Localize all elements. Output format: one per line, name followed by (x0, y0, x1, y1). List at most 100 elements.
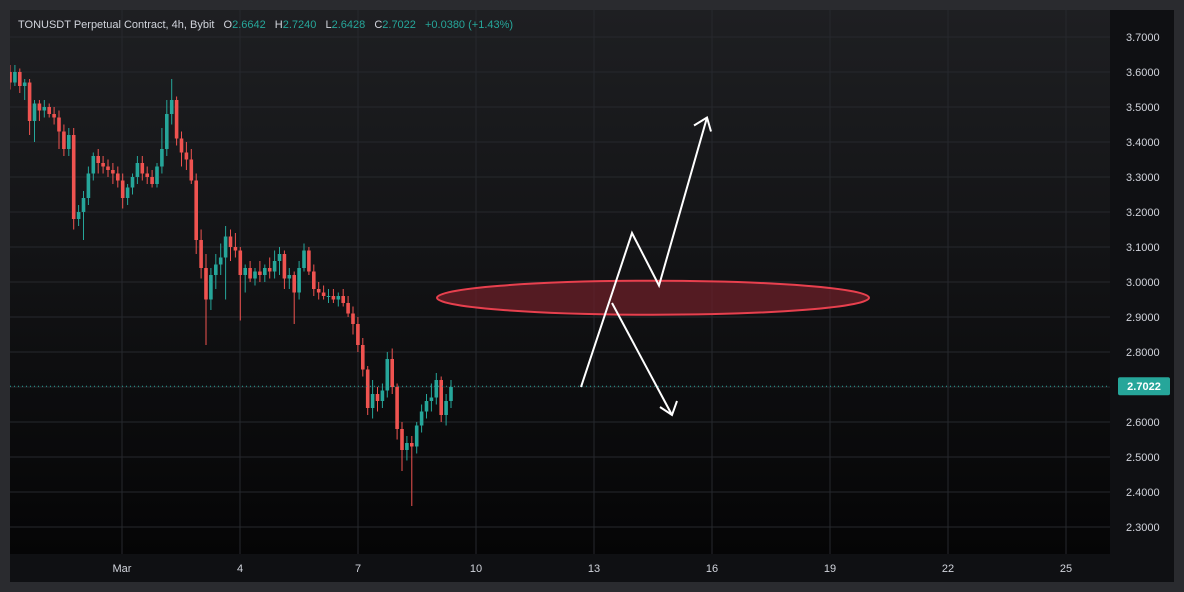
candle-body (326, 296, 331, 297)
time-tick-label: 16 (706, 563, 718, 575)
candle (125, 184, 130, 205)
legend-h-value: 2.7240 (283, 19, 317, 31)
candle (336, 292, 341, 307)
candle-body (410, 443, 414, 447)
candle (410, 436, 414, 506)
candle-body (439, 380, 443, 415)
candle-body (375, 394, 380, 401)
candle (22, 79, 27, 100)
candle-body (277, 254, 282, 261)
candle (390, 348, 394, 394)
legend: TONUSDT Perpetual Contract, 4h, Bybit O2… (18, 19, 513, 31)
candle (253, 268, 257, 286)
bullish-arrowhead (693, 115, 712, 132)
candle (13, 65, 17, 86)
price-tick-label: 3.6000 (1126, 67, 1160, 79)
candle (263, 264, 267, 282)
candle-body (67, 135, 71, 149)
resistance-zone-ellipse (436, 279, 870, 316)
candle-body (405, 443, 409, 450)
candle (150, 170, 154, 188)
candle (346, 296, 350, 317)
candle-body (267, 268, 272, 272)
candle (130, 173, 135, 195)
candle-body (81, 198, 86, 212)
candle (18, 68, 22, 93)
price-tick-label: 3.3000 (1126, 172, 1160, 184)
time-tick-label: Mar (113, 563, 132, 575)
candle (86, 166, 91, 205)
candle-body (10, 72, 12, 83)
candle (81, 191, 86, 240)
candle (37, 100, 42, 121)
candle (380, 383, 385, 408)
candle (209, 268, 213, 310)
time-tick-label: 4 (237, 563, 243, 575)
candle-body (253, 271, 257, 279)
candle (218, 243, 223, 275)
candle-body (150, 177, 154, 184)
candle-body (272, 261, 277, 272)
candle-body (400, 429, 404, 450)
legend-o-value: 2.6642 (232, 19, 266, 31)
candle-body (111, 170, 115, 174)
candle (444, 394, 448, 426)
time-axis-panel[interactable] (10, 554, 1174, 582)
last-price-label: 2.7022 (1127, 381, 1161, 393)
candle (204, 254, 208, 345)
bullish-path-arrow (580, 117, 708, 388)
candle-body (361, 345, 365, 370)
candle (400, 422, 404, 471)
candle-body (184, 152, 189, 160)
candle (165, 100, 169, 156)
candle (429, 383, 434, 412)
candle (272, 250, 277, 279)
candle-body (385, 359, 390, 391)
time-tick-label: 10 (470, 563, 482, 575)
legend-l-value: 2.6428 (332, 19, 366, 31)
candle (228, 229, 233, 261)
candle-body (47, 107, 51, 114)
candle-body (312, 271, 316, 289)
candle (395, 383, 399, 440)
candle (321, 285, 326, 300)
candle-body (395, 387, 399, 429)
drawings[interactable] (436, 115, 870, 417)
candle-body (419, 411, 424, 426)
candle-body (449, 387, 453, 401)
legend-o-label: O (224, 19, 233, 31)
candle (405, 436, 409, 461)
legend-h-label: H (275, 19, 283, 31)
candle (419, 404, 424, 433)
candle-body (160, 149, 164, 167)
price-axis-panel[interactable] (1110, 10, 1174, 554)
candle (365, 366, 370, 415)
price-tick-label: 2.8000 (1126, 347, 1160, 359)
candle-body (233, 247, 238, 251)
candle (414, 422, 419, 454)
candle (106, 159, 110, 177)
candle-body (62, 131, 66, 149)
candle (439, 376, 443, 422)
candle (302, 243, 306, 272)
candle-body (37, 103, 42, 111)
legend-l-label: L (325, 19, 331, 31)
candle-body (380, 390, 385, 401)
candle (116, 166, 120, 188)
candle (62, 124, 66, 156)
candle-body (316, 289, 321, 293)
candle-body (351, 313, 355, 324)
candle (434, 373, 439, 405)
candle-body (135, 163, 140, 177)
candle (145, 166, 149, 184)
time-tick-label: 25 (1060, 563, 1072, 575)
candle (47, 103, 51, 118)
last-price-line: 2.7022 (10, 377, 1170, 396)
bearish-arrowhead (659, 400, 678, 417)
candle (32, 100, 37, 142)
candle (233, 233, 238, 258)
candle (91, 152, 96, 181)
candle (169, 79, 174, 125)
